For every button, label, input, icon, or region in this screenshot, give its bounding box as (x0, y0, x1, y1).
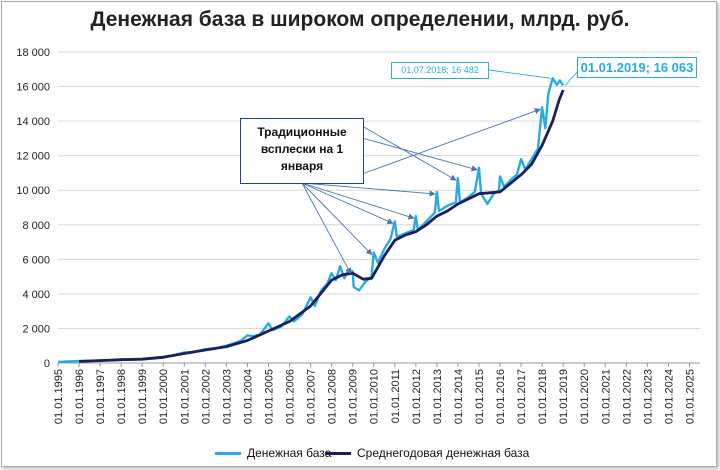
x-tick-label: 01.01.2007 (306, 369, 318, 424)
x-tick-label: 01.01.2012 (411, 369, 423, 424)
annotation-arrows (301, 69, 578, 275)
x-tick-label: 01.01.1996 (74, 369, 86, 424)
y-tick-label: 14 000 (16, 116, 50, 128)
x-tick-label: 01.01.2003 (221, 369, 233, 424)
y-tick-label: 6 000 (22, 254, 50, 266)
annotation-arrow (301, 182, 436, 197)
annotation-arrow (301, 182, 394, 225)
x-tick-label: 01.01.2021 (600, 369, 612, 424)
x-axis: 01.01.1995 01.01.1996 01.01.1997 01.01.1998… (53, 363, 696, 424)
y-tick-label: 12 000 (16, 151, 50, 163)
callout-line-2: всплески на 1 (260, 142, 344, 156)
series-line-average-base (78, 89, 565, 363)
y-tick-label: 18 000 (16, 47, 50, 59)
series-group (57, 77, 565, 364)
annotation-leader-jan2019 (564, 71, 578, 86)
callout-jul-2018: 01.07.2018; 16 482 (391, 62, 489, 79)
legend-swatch (215, 451, 241, 455)
callout-line-1: Традиционные (257, 125, 347, 139)
x-tick-label: 01.01.2004 (242, 369, 254, 424)
y-tick-label: 16 000 (16, 82, 50, 94)
annotation-arrow (301, 182, 352, 275)
x-tick-label: 01.01.2023 (642, 369, 654, 424)
x-tick-label: 01.01.2013 (432, 369, 444, 424)
y-tick-label: 2 000 (22, 323, 50, 335)
x-tick-label: 01.01.2019 (558, 369, 570, 424)
x-tick-label: 01.01.2024 (663, 369, 675, 424)
callout-traditional-spikes: Традиционные всплески на 1 января (240, 118, 364, 184)
x-tick-label: 01.01.2008 (327, 369, 339, 424)
y-tick-label: 10 000 (16, 185, 50, 197)
x-tick-label: 01.01.2020 (579, 369, 591, 424)
legend-label: Среднегодовая денежная база (357, 446, 530, 460)
x-tick-label: 01.01.2018 (537, 369, 549, 424)
y-axis: 0 2 000 4 000 6 000 8 000 10 000 12 000 14 000 1… (16, 47, 50, 370)
x-tick-label: 01.01.1998 (116, 369, 128, 424)
x-tick-label: 01.01.2010 (369, 369, 381, 424)
x-tick-label: 01.01.2009 (348, 369, 360, 424)
x-tick-label: 01.01.1997 (95, 369, 107, 424)
x-tick-label: 01.01.2016 (495, 369, 507, 424)
y-tick-label: 0 (44, 358, 50, 370)
y-tick-label: 8 000 (22, 220, 50, 232)
x-tick-label: 01.01.2011 (390, 369, 402, 423)
chart-title: Денежная база в широком определении, млр… (90, 8, 630, 31)
x-tick-label: 01.01.2000 (158, 369, 170, 424)
x-tick-label: 01.01.1999 (137, 369, 149, 424)
annotation-arrow (301, 182, 373, 256)
x-tick-label: 01.01.2022 (621, 369, 633, 424)
callout-jan-2019: 01.01.2019; 16 063 (577, 57, 697, 78)
x-tick-label: 01.01.2001 (179, 369, 191, 424)
legend-swatch (325, 451, 351, 455)
x-tick-label: 01.01.2025 (684, 369, 696, 424)
x-tick-label: 01.01.2002 (200, 369, 212, 424)
legend-item-money-base: Денежная база (215, 446, 331, 460)
x-tick-label: 01.01.2017 (516, 369, 528, 424)
gridlines (58, 51, 700, 364)
annotation-arrow (301, 182, 415, 220)
x-tick-label: 01.01.2006 (285, 369, 297, 424)
y-tick-label: 4 000 (22, 289, 50, 301)
callout-line-3: января (280, 159, 324, 173)
annotation-leader-jul2018 (488, 69, 551, 79)
annotation-arrow (361, 137, 478, 172)
legend-label: Денежная база (247, 446, 332, 460)
x-tick-label: 01.01.2015 (474, 369, 486, 424)
x-tick-label: 01.01.2014 (453, 369, 465, 424)
x-tick-label: 01.01.2005 (263, 369, 275, 424)
legend-item-average-base: Среднегодовая денежная база (325, 446, 529, 460)
annotation-arrow (361, 125, 457, 181)
annotation-arrow (361, 108, 541, 175)
x-tick-label: 01.01.1995 (53, 369, 65, 424)
